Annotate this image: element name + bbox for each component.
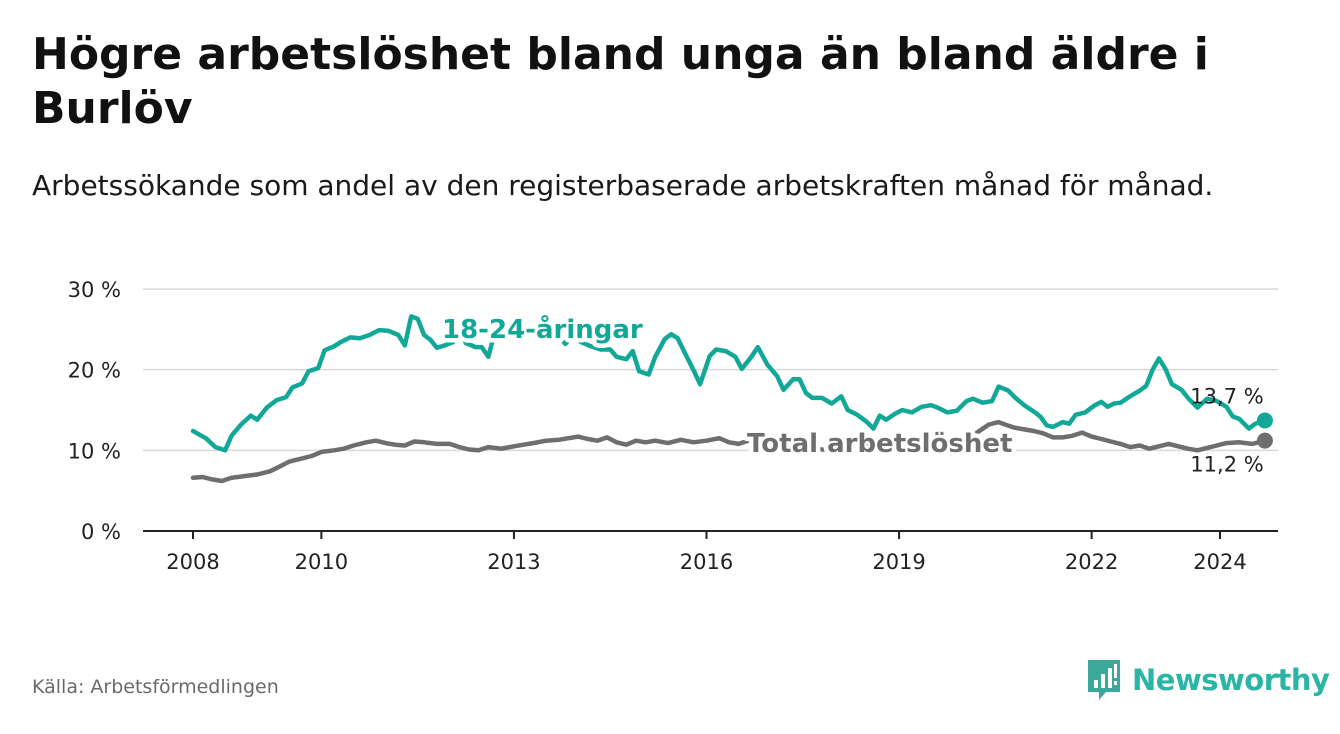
end-point-total — [1256, 432, 1273, 449]
x-axis: 2008 2010 2013 2016 2019 2022 2024 — [143, 530, 1278, 574]
chart-title: Högre arbetslöshet bland unga än bland ä… — [32, 29, 1209, 134]
series-label-total: Total arbetslöshet — [747, 429, 1012, 459]
y-tick-label: 10 % — [68, 439, 121, 463]
x-tick-label: 2013 — [487, 550, 540, 574]
end-point-youth — [1256, 412, 1273, 429]
x-tick-label: 2010 — [295, 550, 348, 574]
newsworthy-logo-icon — [1088, 660, 1120, 700]
series-lines — [190, 314, 1268, 484]
series-label-youth-halo: 18-24-åringar — [442, 313, 643, 345]
end-label-youth: 13,7 % — [1190, 384, 1263, 408]
x-tick-label: 2008 — [166, 550, 219, 574]
series-label-total-halo: Total arbetslöshet — [747, 429, 1012, 459]
chart-subtitle: Arbetssökande som andel av den registerb… — [32, 169, 1214, 202]
y-tick-label: 0 % — [81, 520, 121, 544]
y-axis-ticks: 0 % 10 % 20 % 30 % — [68, 278, 121, 544]
end-label-total: 11,2 % — [1190, 453, 1263, 477]
source-note: Källa: Arbetsförmedlingen — [32, 676, 279, 698]
x-tick-label: 2024 — [1193, 550, 1246, 574]
y-tick-label: 20 % — [68, 359, 121, 383]
brand-logo: Newsworthy — [1086, 658, 1330, 702]
x-tick-label: 2019 — [872, 550, 925, 574]
y-tick-label: 30 % — [68, 278, 121, 302]
series-line-total — [190, 419, 1268, 484]
series-line-youth — [190, 314, 1268, 453]
series-label-youth: 18-24-åringar — [442, 313, 643, 345]
x-tick-label: 2016 — [680, 550, 733, 574]
line-chart: 0 % 10 % 20 % 30 % 2008 2010 2013 2016 2019 2022… — [68, 278, 1278, 574]
x-tick-label: 2022 — [1065, 550, 1118, 574]
brand-name: Newsworthy — [1132, 663, 1330, 697]
